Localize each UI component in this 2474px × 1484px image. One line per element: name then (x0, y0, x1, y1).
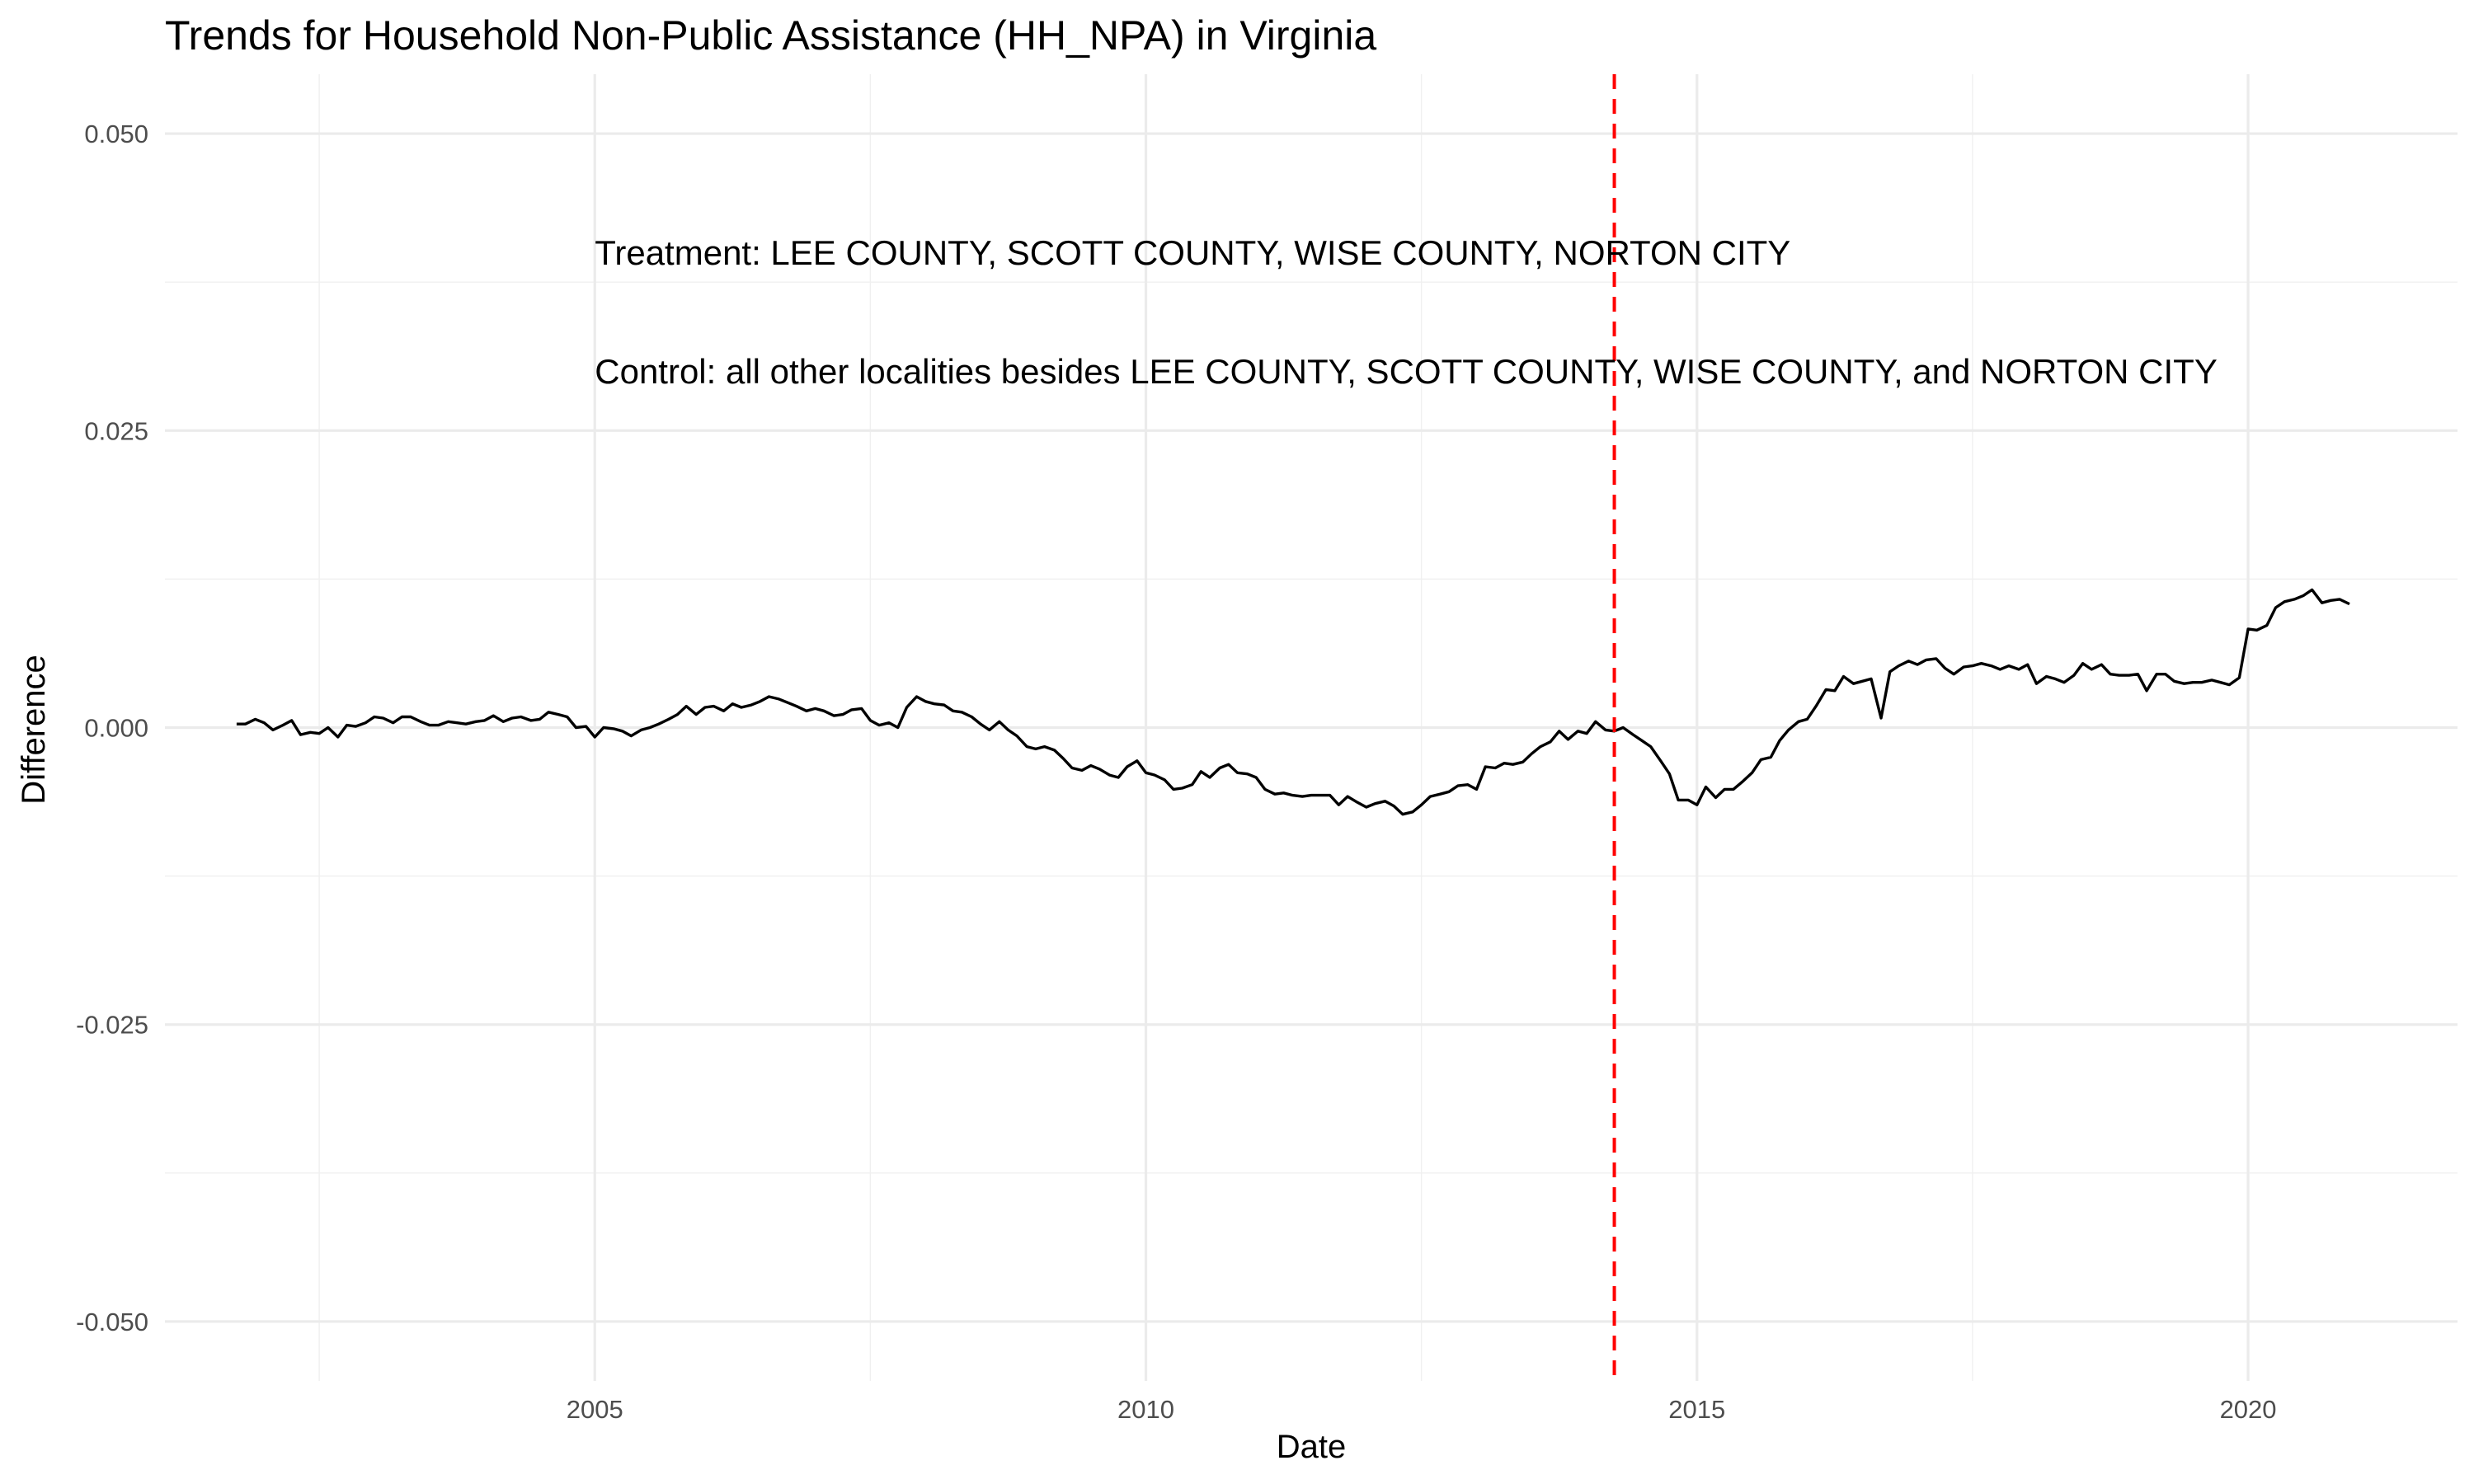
y-tick-label: 0.050 (84, 120, 148, 148)
x-axis-title: Date (1277, 1429, 1347, 1465)
x-tick-label: 2015 (1668, 1395, 1725, 1424)
annotation-treatment: Treatment: LEE COUNTY, SCOTT COUNTY, WIS… (595, 233, 1790, 272)
series-line (236, 588, 2350, 816)
y-tick-labels: 0.050 0.025 0.000 -0.025 -0.050 (76, 120, 148, 1336)
annotations: Treatment: LEE COUNTY, SCOTT COUNTY, WIS… (595, 233, 2218, 391)
y-axis-title: Difference (16, 655, 52, 805)
y-tick-label: -0.025 (76, 1011, 148, 1040)
x-tick-label: 2020 (2220, 1395, 2277, 1424)
y-tick-label: -0.050 (76, 1308, 148, 1336)
x-tick-label: 2010 (1117, 1395, 1174, 1424)
annotation-control: Control: all other localities besides LE… (595, 352, 2218, 391)
y-tick-label: 0.000 (84, 714, 148, 743)
y-tick-label: 0.025 (84, 416, 148, 445)
x-tick-label: 2005 (567, 1395, 623, 1424)
data-layer (236, 74, 2350, 1381)
chart-title: Trends for Household Non-Public Assistan… (165, 12, 1376, 59)
x-tick-labels: 2005 2010 2015 2020 (567, 1395, 2277, 1424)
grid (165, 74, 2458, 1381)
